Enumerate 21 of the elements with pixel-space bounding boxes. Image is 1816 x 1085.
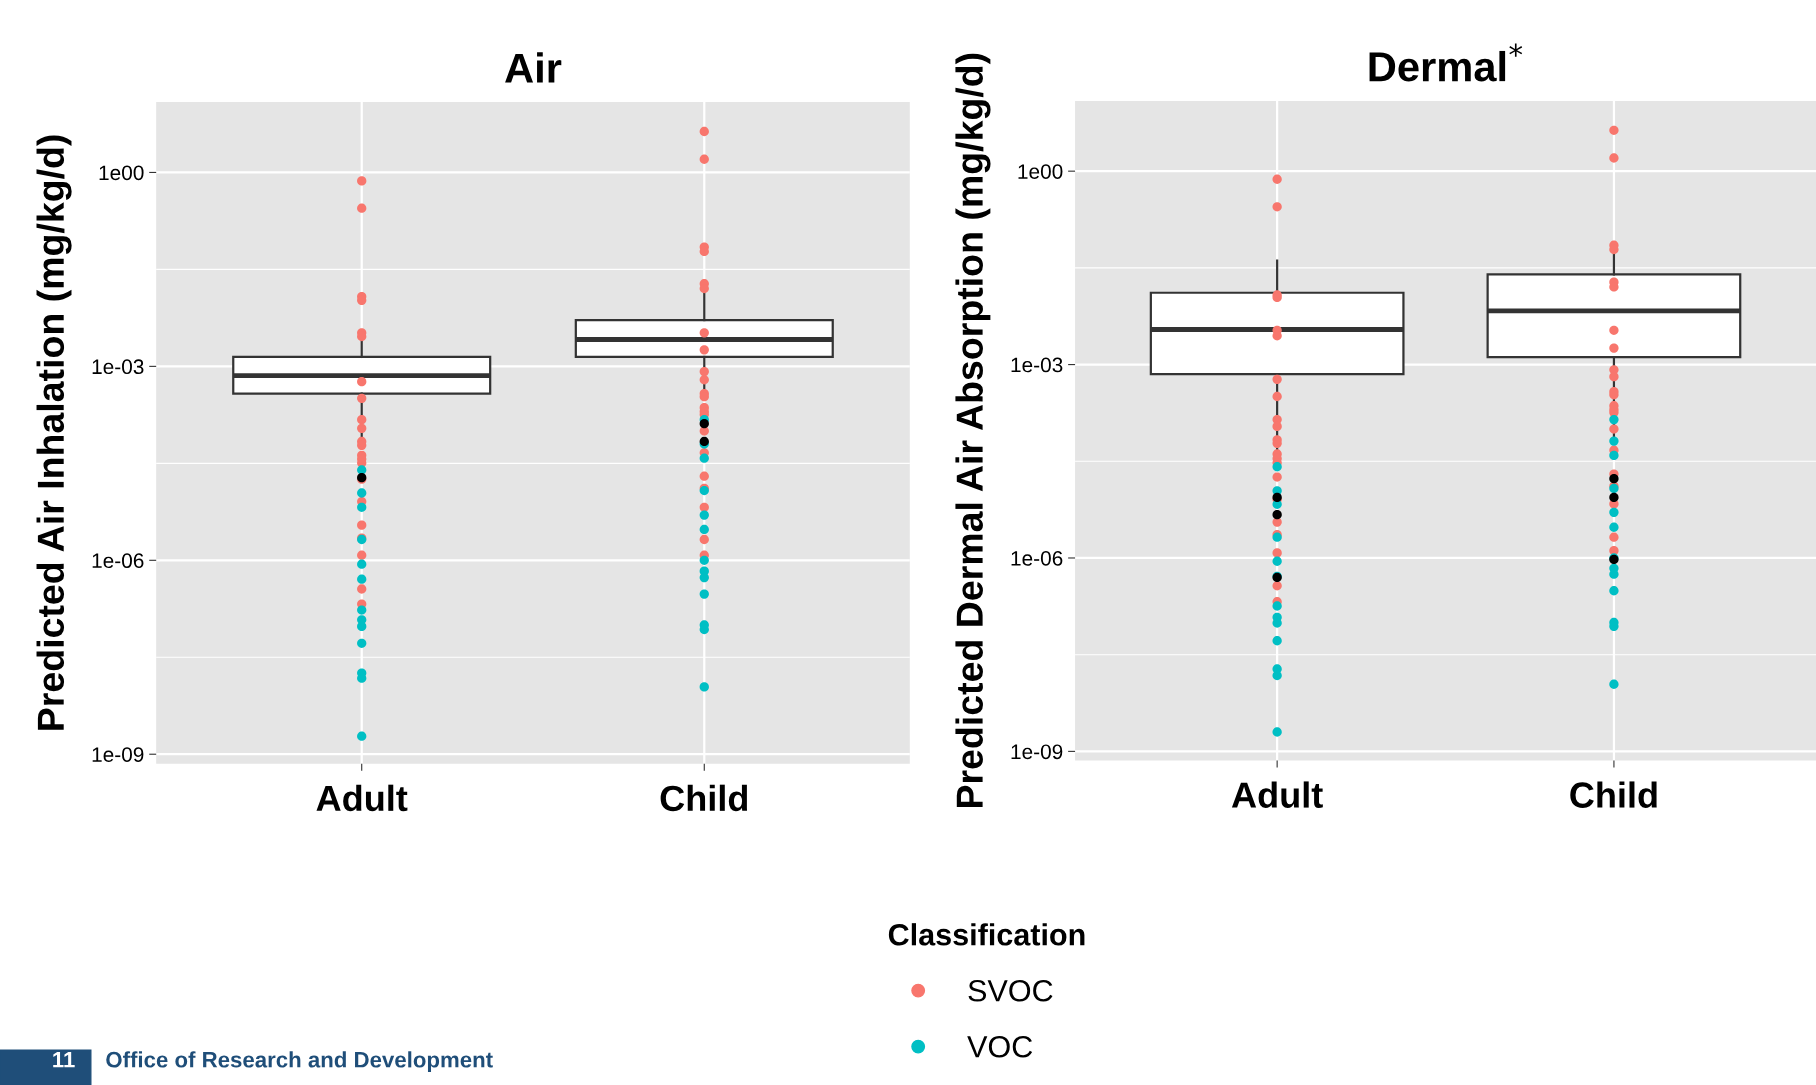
y-tick-label: 1e-06 (92, 553, 144, 569)
y-tick-label: 1e-03 (92, 359, 144, 375)
y-tick-label: 1e-06 (1011, 550, 1063, 566)
x-tick-label: Child (1570, 781, 1657, 808)
x-tick-label: Adult (316, 784, 408, 812)
x-tick-label: Child (660, 784, 748, 812)
y-axis-title: Predicted Air Inhalation (mg/kg/d) (36, 135, 72, 730)
y-tick-label: 1e00 (99, 165, 144, 181)
x-tick-label: Adult (1231, 781, 1323, 808)
text: 11 (53, 1052, 75, 1068)
y-tick-label: 1e-09 (92, 747, 144, 762)
text: Office of Research and Development (106, 1051, 493, 1072)
chart-title: Dermal$^{*}$ (1369, 43, 1523, 82)
y-tick-label: 1e-09 (1011, 744, 1063, 760)
chart-title: Air (505, 52, 562, 83)
legend-label: VOC (967, 1035, 1033, 1058)
y-tick-label: 1e-03 (1011, 357, 1063, 373)
y-axis-title: Predicted Dermal Air Absorption (mg/kg/d) (955, 53, 991, 808)
y-tick-label: 1e00 (1018, 164, 1063, 179)
legend-title: Classification (888, 923, 1085, 946)
legend-label: SVOC (968, 979, 1053, 1002)
